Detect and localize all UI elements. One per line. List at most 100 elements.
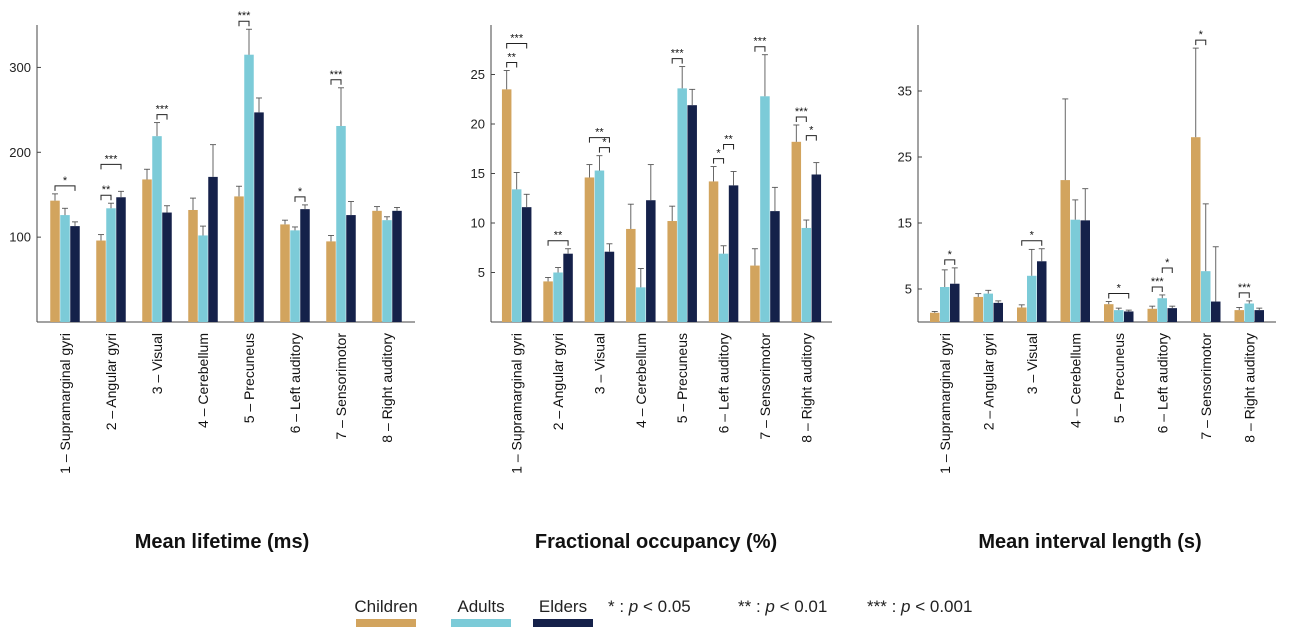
bar-children-6	[1147, 308, 1157, 322]
significance-bracket	[588, 137, 610, 143]
bar-elders-5	[687, 105, 697, 322]
bar-adults-6	[1157, 298, 1167, 322]
bar-children-1	[501, 89, 512, 322]
legend-stars: *	[608, 597, 615, 616]
bar-elders-5	[254, 112, 264, 322]
significance-bracket	[506, 43, 528, 49]
bar-children-3	[584, 177, 595, 322]
bar-elders-1	[950, 283, 960, 322]
charts-group: 100 200 300 1 – Supramarginal gyri 2 – Angul…	[9, 10, 1276, 553]
bar-adults-4	[636, 287, 646, 322]
bar-adults-1	[940, 287, 950, 322]
bar-adults-5	[244, 54, 254, 322]
chart-title: Mean interval length (s)	[978, 531, 1201, 553]
significance-label: *	[809, 125, 814, 137]
bar-children-1	[930, 312, 940, 322]
significance-label: *	[1117, 283, 1122, 295]
bar-adults-3	[152, 136, 162, 322]
significance-label: *	[1165, 257, 1170, 269]
significance-label: ***	[105, 153, 119, 165]
significance-bracket	[598, 147, 610, 153]
bar-adults-6	[718, 253, 729, 322]
significance-label: *	[948, 249, 953, 261]
bar-children-8	[1234, 310, 1244, 322]
bar-elders-1	[70, 226, 80, 322]
significance-label: ***	[671, 48, 685, 60]
category-label: 3 – Visual	[149, 333, 165, 394]
chart-1: 100 200 300 1 – Supramarginal gyri 2 – Angul…	[9, 10, 415, 553]
significance-label: *	[63, 175, 68, 187]
category-label: 5 – Precuneus	[674, 333, 690, 423]
category-label: 3 – Visual	[1024, 333, 1040, 394]
significance-label: ***	[156, 104, 170, 116]
bar-adults-4	[1070, 219, 1080, 322]
category-label: 4 – Cerebellum	[195, 333, 211, 428]
chart-title: Fractional occupancy (%)	[535, 531, 777, 553]
category-label: 7 – Sensorimotor	[1198, 333, 1214, 440]
category-label: 1 – Supramarginal gyri	[937, 333, 953, 474]
bar-elders-2	[993, 302, 1003, 322]
bar-children-3	[1017, 307, 1027, 322]
bar-elders-5	[1124, 311, 1134, 322]
legend-sep: :	[887, 597, 901, 616]
bar-children-2	[973, 296, 983, 322]
bar-adults-3	[1027, 275, 1037, 322]
legend-threshold: < 0.01	[775, 597, 827, 616]
bar-children-5	[234, 196, 244, 322]
bar-elders-4	[1080, 220, 1090, 322]
category-label: 4 – Cerebellum	[1067, 333, 1083, 428]
category-label: 8 – Right auditory	[1241, 333, 1257, 443]
significance-label: *	[298, 186, 303, 198]
legend-stars: ***	[867, 597, 887, 616]
bar-adults-7	[1201, 271, 1211, 322]
legend-label-children: Children	[354, 597, 417, 616]
category-label: 5 – Precuneus	[241, 333, 257, 423]
bar-children-2	[543, 281, 553, 322]
bar-adults-2	[553, 272, 563, 322]
y-tick-label: 20	[471, 117, 485, 132]
significance-bracket	[506, 62, 518, 68]
significance-label: ***	[1151, 276, 1165, 288]
y-tick-label: 15	[898, 216, 912, 231]
bar-elders-8	[392, 210, 402, 322]
bar-children-5	[667, 221, 677, 322]
bar-adults-1	[60, 215, 70, 322]
bar-elders-6	[1167, 308, 1177, 322]
category-label: 8 – Right auditory	[798, 333, 814, 443]
significance-bracket	[330, 79, 342, 85]
bar-children-4	[626, 228, 636, 322]
significance-label: **	[554, 230, 563, 242]
significance-bracket	[1108, 293, 1130, 299]
significance-label: ***	[238, 10, 252, 22]
category-label: 1 – Supramarginal gyri	[57, 333, 73, 474]
bar-elders-7	[1211, 301, 1221, 322]
bar-children-3	[142, 179, 152, 322]
significance-label: ***	[1238, 282, 1252, 294]
y-tick-label: 25	[898, 150, 912, 165]
bar-children-4	[188, 209, 198, 322]
significance-bracket	[100, 163, 122, 170]
category-label: 8 – Right auditory	[379, 333, 395, 443]
bar-children-8	[791, 141, 802, 322]
category-label: 1 – Supramarginal gyri	[509, 333, 525, 474]
category-label: 2 – Angular gyri	[103, 333, 119, 430]
y-tick-label: 35	[898, 84, 912, 99]
significance-bracket	[1195, 39, 1207, 46]
significance-bracket	[805, 135, 817, 141]
significance-label: ***	[754, 36, 768, 48]
bar-adults-8	[1244, 303, 1254, 322]
bar-adults-3	[594, 170, 605, 322]
significance-label: *	[1199, 29, 1204, 41]
category-label: 6 – Left auditory	[1154, 333, 1170, 433]
category-label: 2 – Angular gyri	[980, 333, 996, 430]
category-label: 4 – Cerebellum	[633, 333, 649, 428]
legend-label-adults: Adults	[457, 597, 504, 616]
legend-label-elders: Elders	[539, 597, 587, 616]
significance-bracket	[1021, 240, 1043, 246]
bar-elders-8	[1254, 310, 1264, 322]
significance-bracket	[944, 259, 956, 265]
bar-elders-3	[604, 251, 615, 322]
legend-sep: :	[751, 597, 765, 616]
bar-adults-7	[760, 96, 770, 322]
legend-stars: **	[738, 597, 752, 616]
